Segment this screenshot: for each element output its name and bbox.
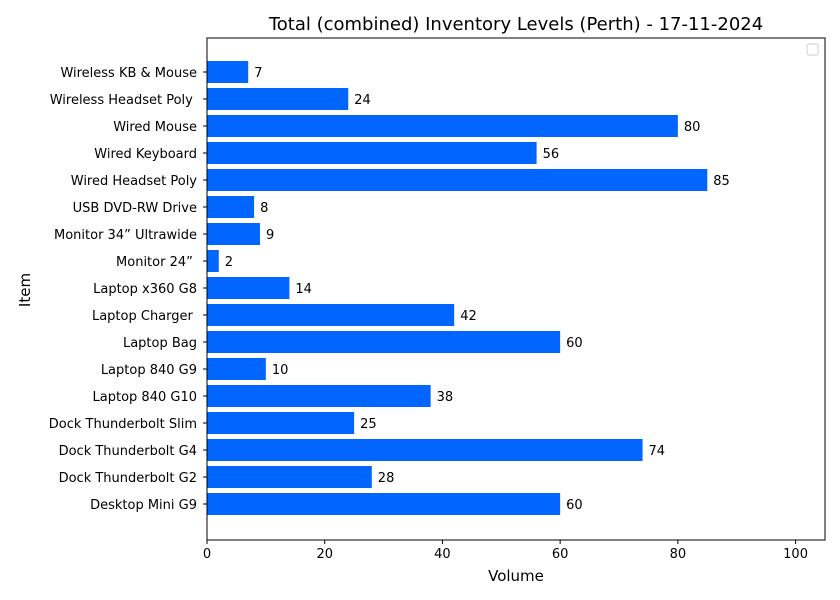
bar <box>207 466 372 488</box>
bar <box>207 169 708 191</box>
y-tick-label: Wired Headset Poly <box>71 174 198 189</box>
x-tick-label: 20 <box>316 547 333 562</box>
data-label: 80 <box>684 120 701 135</box>
bar <box>207 385 431 407</box>
y-tick-label: Laptop 840 G9 <box>101 363 197 378</box>
data-label: 28 <box>378 471 395 486</box>
y-tick-labels: Desktop Mini G9 Dock Thunderbolt G2 Dock T… <box>49 66 207 513</box>
data-label: 74 <box>649 444 666 459</box>
y-axis-label: Item <box>16 273 34 307</box>
y-tick-label: Monitor 24” <box>116 255 197 270</box>
bar <box>207 331 561 353</box>
y-tick-label: Laptop Bag <box>123 336 197 351</box>
x-axis-label: Volume <box>488 567 544 585</box>
data-label: 56 <box>543 147 560 162</box>
y-tick-label: USB DVD-RW Drive <box>73 201 197 216</box>
data-label: 60 <box>566 498 583 513</box>
bar <box>207 277 290 299</box>
bar <box>207 223 260 245</box>
chart-title: Total (combined) Inventory Levels (Perth… <box>268 14 763 35</box>
data-label: 2 <box>225 255 233 270</box>
data-label: 60 <box>566 336 583 351</box>
legend-box <box>806 43 819 56</box>
x-tick-label: 100 <box>783 547 808 562</box>
data-label: 42 <box>460 309 477 324</box>
bars-group: 60 28 74 25 38 10 60 42 14 2 9 8 85 56 80 24 7 <box>207 61 730 515</box>
data-label: 25 <box>360 417 377 432</box>
bar <box>207 439 643 461</box>
y-tick-label: Dock Thunderbolt G2 <box>59 471 197 486</box>
data-label: 8 <box>260 201 268 216</box>
plot-frame <box>206 37 826 541</box>
y-tick-label: Wireless KB & Mouse <box>60 66 197 81</box>
bar <box>207 304 455 326</box>
y-tick-label: Wired Keyboard <box>94 147 197 162</box>
bar <box>207 412 355 434</box>
data-label: 14 <box>295 282 312 297</box>
x-tick-label: 40 <box>434 547 451 562</box>
bar <box>207 493 561 515</box>
data-label: 24 <box>354 93 371 108</box>
bar <box>207 142 537 164</box>
y-tick-label: Wired Mouse <box>113 120 197 135</box>
bar <box>207 88 349 110</box>
x-tick-label: 60 <box>552 547 569 562</box>
bar <box>207 250 219 272</box>
bar <box>207 196 255 218</box>
y-tick-label: Laptop Charger <box>92 309 197 324</box>
y-tick-label: Desktop Mini G9 <box>90 498 197 513</box>
bar <box>207 358 266 380</box>
y-tick-label: Dock Thunderbolt Slim <box>49 417 197 432</box>
data-label: 7 <box>254 66 262 81</box>
data-label: 10 <box>272 363 289 378</box>
x-ticks: 0 20 40 60 80 100 <box>203 540 808 562</box>
y-tick-label: Laptop 840 G10 <box>93 390 197 405</box>
y-tick-label: Dock Thunderbolt G4 <box>59 444 197 459</box>
y-tick-label: Laptop x360 G8 <box>93 282 197 297</box>
y-tick-label: Monitor 34” Ultrawide <box>54 228 197 243</box>
bar <box>207 115 678 137</box>
y-tick-label: Wireless Headset Poly <box>50 93 197 108</box>
x-tick-label: 0 <box>203 547 211 562</box>
x-tick-label: 80 <box>670 547 687 562</box>
data-label: 85 <box>713 174 730 189</box>
bar <box>207 61 249 83</box>
data-label: 38 <box>437 390 454 405</box>
data-label: 9 <box>266 228 274 243</box>
